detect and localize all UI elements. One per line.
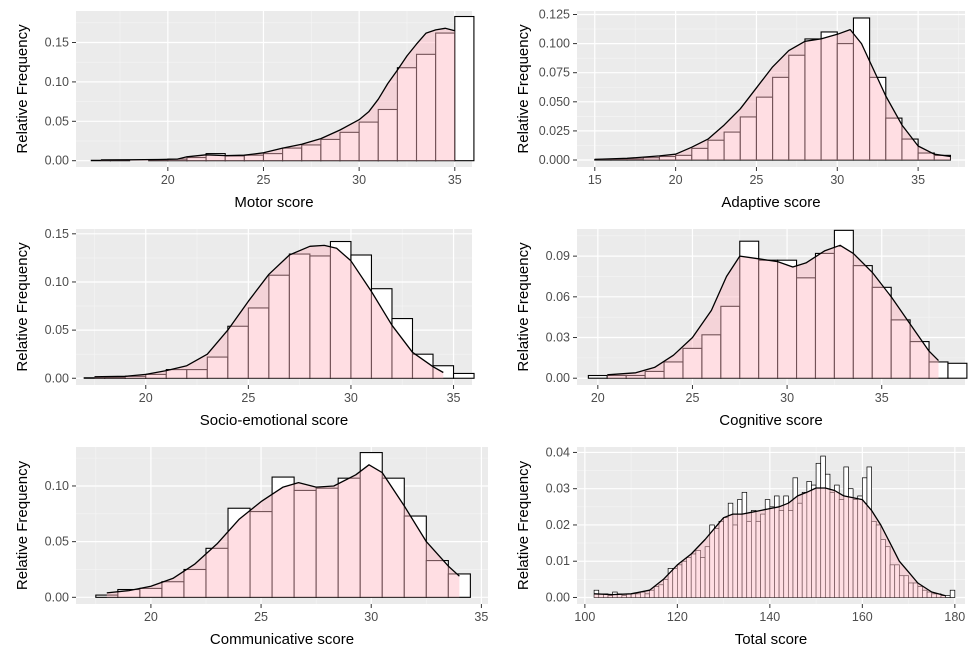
- x-tick-label: 140: [759, 610, 780, 624]
- x-tick-label: 20: [669, 173, 683, 187]
- histogram-bar: [947, 362, 968, 379]
- histogram-bar: [587, 374, 608, 379]
- histogram-bar: [945, 595, 951, 598]
- density-line: [594, 28, 951, 161]
- y-tick-label: 0.03: [546, 331, 570, 345]
- x-tick-label: 25: [686, 391, 700, 405]
- histogram-panel: 15 20 25 30 35 0.000 0.025 0.050 0.075 0.100 0.125…: [515, 7, 965, 211]
- density-line: [106, 464, 460, 594]
- x-tick-label: 180: [944, 610, 965, 624]
- x-tick-label: 30: [352, 173, 366, 187]
- x-axis-label: Total score: [735, 631, 808, 648]
- y-tick-label: 0.00: [546, 590, 570, 604]
- density-line: [607, 244, 939, 376]
- histogram-panel: 20 25 30 35 0.00 0.05 0.10 0.15 Socio-emotional …: [14, 227, 475, 429]
- y-axis-label: Relative Frequency: [515, 24, 532, 154]
- x-tick-label: 120: [667, 610, 688, 624]
- y-tick-label: 0.050: [539, 95, 570, 109]
- y-tick-label: 0.10: [45, 479, 69, 493]
- y-tick-label: 0.125: [539, 7, 570, 21]
- y-tick-label: 0.03: [546, 482, 570, 496]
- y-axis-label: Relative Frequency: [515, 242, 532, 372]
- x-tick-label: 35: [448, 173, 462, 187]
- y-tick-label: 0.05: [45, 323, 69, 337]
- y-tick-label: 0.15: [45, 36, 69, 50]
- y-tick-label: 0.01: [546, 554, 570, 568]
- density-line: [594, 487, 946, 597]
- y-tick-label: 0.00: [45, 154, 69, 168]
- x-tick-label: 25: [257, 173, 271, 187]
- density-line: [94, 244, 444, 378]
- y-tick-label: 0.100: [539, 37, 570, 51]
- histogram-bar: [452, 372, 475, 379]
- histogram-bar: [454, 15, 475, 162]
- x-tick-label: 100: [574, 610, 595, 624]
- density-line: [100, 27, 455, 161]
- x-tick-label: 15: [588, 173, 602, 187]
- density-area: [594, 29, 951, 160]
- x-tick-label: 25: [749, 173, 763, 187]
- y-tick-label: 0.15: [45, 227, 69, 241]
- x-tick-label: 20: [144, 610, 158, 624]
- x-tick-label: 20: [591, 391, 605, 405]
- density-area: [607, 245, 939, 379]
- x-tick-label: 35: [875, 391, 889, 405]
- y-tick-label: 0.000: [539, 153, 570, 167]
- y-tick-label: 0.06: [546, 290, 570, 304]
- x-tick-label: 25: [241, 391, 255, 405]
- density-area: [100, 28, 455, 161]
- y-tick-label: 0.02: [546, 518, 570, 532]
- y-tick-label: 0.00: [45, 590, 69, 604]
- x-tick-label: 20: [161, 173, 175, 187]
- x-tick-label: 160: [852, 610, 873, 624]
- y-tick-label: 0.075: [539, 66, 570, 80]
- y-tick-label: 0.00: [546, 371, 570, 385]
- x-tick-label: 30: [830, 173, 844, 187]
- histogram-bar: [403, 515, 427, 598]
- x-tick-label: 30: [364, 610, 378, 624]
- histogram-panel: 20 25 30 35 0.00 0.05 0.10 0.15 Motor score Relat…: [14, 11, 475, 211]
- histogram-panel: 20 25 30 35 0.00 0.05 0.10 Communicative score R…: [14, 447, 488, 648]
- x-tick-label: 35: [474, 610, 488, 624]
- y-tick-label: 0.00: [45, 371, 69, 385]
- y-tick-label: 0.04: [546, 445, 570, 459]
- y-tick-label: 0.10: [45, 275, 69, 289]
- x-tick-label: 35: [911, 173, 925, 187]
- x-axis-label: Adaptive score: [721, 194, 820, 211]
- y-axis-label: Relative Frequency: [14, 460, 31, 590]
- x-tick-label: 25: [254, 610, 268, 624]
- x-tick-label: 35: [447, 391, 461, 405]
- histogram-panel: 100 120 140 160 180 0.00 0.01 0.02 0.03 0.04 Total…: [515, 445, 965, 648]
- y-tick-label: 0.05: [45, 535, 69, 549]
- histogram-bar: [909, 341, 930, 379]
- x-tick-label: 30: [344, 391, 358, 405]
- y-tick-label: 0.09: [546, 249, 570, 263]
- histogram-panel: 20 25 30 35 0.00 0.03 0.06 0.09 Cognitive score R…: [515, 229, 968, 429]
- density-area: [594, 488, 946, 598]
- histogram-bar: [901, 138, 919, 161]
- y-tick-label: 0.025: [539, 124, 570, 138]
- density-area: [94, 245, 444, 379]
- y-tick-label: 0.05: [45, 114, 69, 128]
- x-axis-label: Communicative score: [210, 631, 354, 648]
- x-axis-label: Motor score: [234, 194, 313, 211]
- histogram-bar: [447, 573, 471, 598]
- histogram-bar: [391, 318, 414, 379]
- y-tick-label: 0.10: [45, 75, 69, 89]
- x-tick-label: 30: [780, 391, 794, 405]
- y-axis-label: Relative Frequency: [515, 460, 532, 590]
- x-axis-label: Cognitive score: [719, 412, 822, 429]
- y-axis-label: Relative Frequency: [14, 24, 31, 154]
- y-axis-label: Relative Frequency: [14, 242, 31, 372]
- histogram-bar: [949, 589, 956, 598]
- x-tick-label: 20: [139, 391, 153, 405]
- x-axis-label: Socio-emotional score: [200, 412, 348, 429]
